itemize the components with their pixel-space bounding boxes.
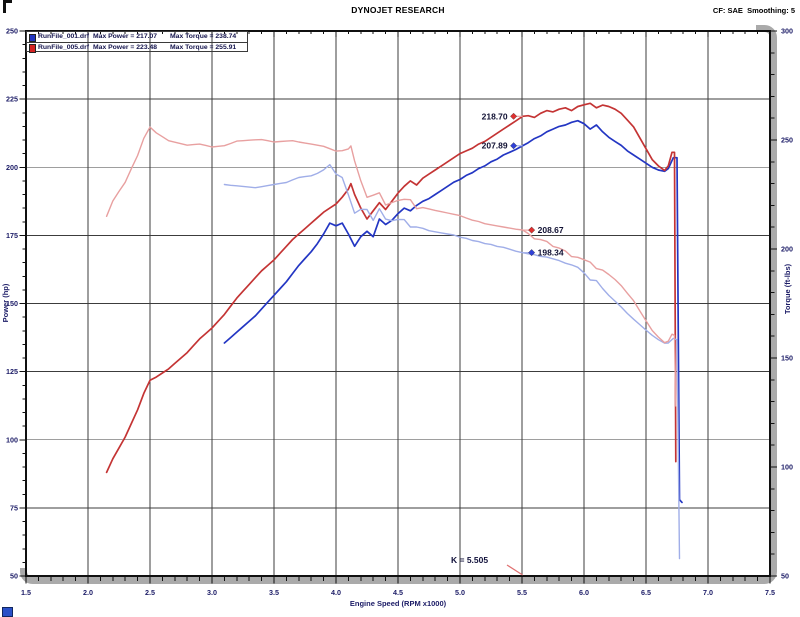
svg-text:4.0: 4.0 bbox=[331, 588, 341, 597]
svg-text:50: 50 bbox=[10, 572, 18, 581]
svg-text:175: 175 bbox=[6, 231, 18, 240]
legend-max-power: Max Power = 223.48 bbox=[93, 43, 158, 51]
window-corner-artifact bbox=[3, 0, 12, 13]
cursor-value-markers: 218.70 207.89 208.67 198.34 bbox=[482, 111, 564, 257]
cursor-leader-line bbox=[506, 564, 523, 576]
torque-tick-labels: 300 250 200 150 100 50 bbox=[781, 27, 793, 581]
cursor-rpm-readout: K = 5.505 bbox=[451, 555, 489, 565]
legend-max-torque: Max Torque = 255.91 bbox=[170, 43, 237, 51]
torque-axis-title: Torque (ft-lbs) bbox=[783, 263, 792, 314]
power-axis-title: Power (hp) bbox=[1, 283, 10, 322]
gridlines bbox=[26, 31, 770, 576]
legend-max-power: Max Power = 217.07 bbox=[93, 33, 158, 40]
rpm-axis-title: Engine Speed (RPM x1000) bbox=[350, 599, 447, 608]
legend-max-torque: Max Torque = 238.74 bbox=[170, 33, 237, 40]
svg-text:75: 75 bbox=[10, 503, 18, 512]
frame-emboss bbox=[8, 16, 777, 584]
power-curve-run001 bbox=[223, 119, 683, 504]
legend-row-run005: RunFile_005.drf Max Power = 223.48 Max T… bbox=[27, 43, 247, 53]
svg-text:6.0: 6.0 bbox=[579, 588, 589, 597]
plot-frame bbox=[25, 30, 771, 577]
correction-smoothing-info: CF: SAE Smoothing: 5 bbox=[712, 6, 795, 15]
legend-file-name: RunFile_005.drf bbox=[38, 43, 89, 51]
x-tick-labels: 1.5 2.0 2.5 3.0 3.5 4.0 4.5 5.0 5.5 6.0 6.5 7.0 7.5 bbox=[21, 588, 775, 597]
svg-text:300: 300 bbox=[781, 27, 793, 36]
svg-text:100: 100 bbox=[781, 463, 793, 472]
svg-text:218.70: 218.70 bbox=[482, 111, 508, 121]
svg-text:7.0: 7.0 bbox=[703, 588, 713, 597]
svg-text:198.34: 198.34 bbox=[538, 248, 564, 258]
power-tick-labels: 250 225 200 175 150 125 100 75 50 bbox=[6, 27, 18, 581]
legend-swatch-run001-icon bbox=[29, 33, 36, 42]
svg-text:150: 150 bbox=[781, 354, 793, 363]
svg-text:250: 250 bbox=[781, 136, 793, 145]
legend-file-name: RunFile_001.drf bbox=[38, 33, 89, 40]
chart-title: DYNOJET RESEARCH bbox=[351, 5, 445, 15]
legend-row-run001: RunFile_001.drf Max Power = 217.07 Max T… bbox=[27, 32, 247, 43]
svg-text:2.0: 2.0 bbox=[83, 588, 93, 597]
svg-text:4.5: 4.5 bbox=[393, 588, 403, 597]
svg-text:150: 150 bbox=[6, 299, 18, 308]
power-curve-run005 bbox=[105, 102, 677, 474]
legend: RunFile_001.drf Max Power = 217.07 Max T… bbox=[26, 31, 248, 53]
svg-text:125: 125 bbox=[6, 367, 18, 376]
svg-text:200: 200 bbox=[6, 163, 18, 172]
legend-swatch-run005-icon bbox=[29, 44, 36, 53]
svg-text:207.89: 207.89 bbox=[482, 141, 508, 151]
torque-curve-run005 bbox=[105, 126, 677, 407]
torque-curve-run001 bbox=[223, 163, 681, 560]
svg-text:6.5: 6.5 bbox=[641, 588, 651, 597]
svg-text:250: 250 bbox=[6, 27, 18, 36]
svg-text:225: 225 bbox=[6, 95, 18, 104]
svg-text:208.67: 208.67 bbox=[538, 225, 564, 235]
svg-text:1.5: 1.5 bbox=[21, 588, 31, 597]
svg-text:7.5: 7.5 bbox=[765, 588, 775, 597]
svg-text:2.5: 2.5 bbox=[145, 588, 155, 597]
svg-text:3.0: 3.0 bbox=[207, 588, 217, 597]
svg-text:200: 200 bbox=[781, 245, 793, 254]
svg-text:5.0: 5.0 bbox=[455, 588, 465, 597]
taskbar-fragment-icon bbox=[2, 607, 13, 617]
svg-text:3.5: 3.5 bbox=[269, 588, 279, 597]
svg-text:50: 50 bbox=[781, 572, 789, 581]
svg-text:100: 100 bbox=[6, 435, 18, 444]
svg-text:5.5: 5.5 bbox=[517, 588, 527, 597]
